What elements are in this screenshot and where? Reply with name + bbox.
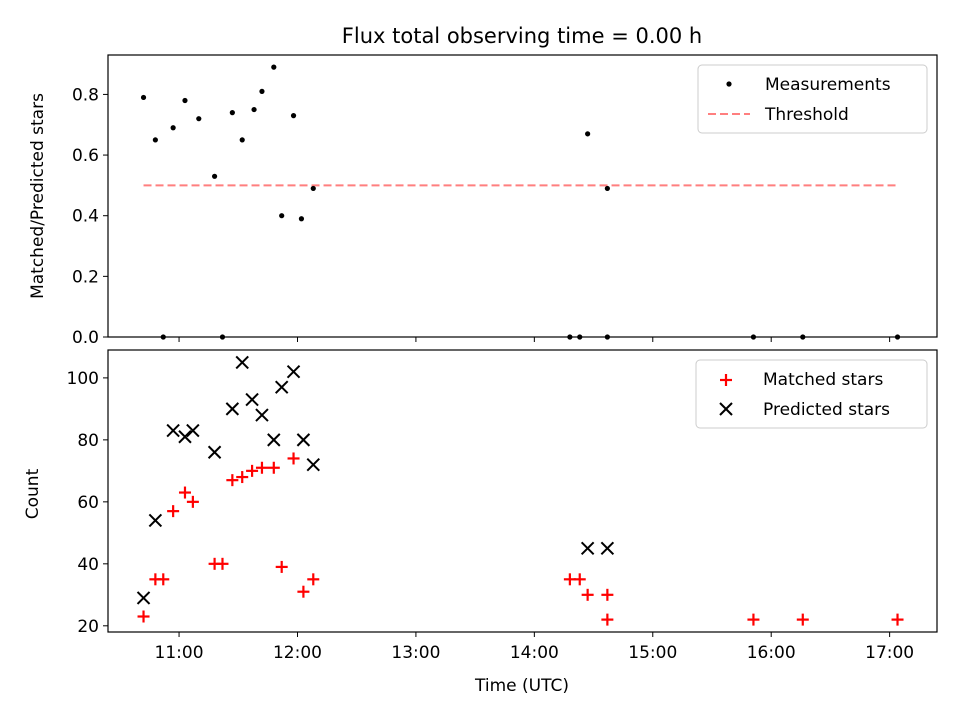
bottom-xtick-label: 17:00 <box>865 643 914 663</box>
bottom-xtick-label: 14:00 <box>510 643 559 663</box>
predicted-star-point <box>207 445 222 459</box>
bottom-axes-frame <box>107 349 938 633</box>
top-ytick-label: 0.2 <box>72 267 99 287</box>
matched-star-point <box>236 471 249 484</box>
top-yticks: 0.0 0.2 0.4 0.6 0.8 <box>72 85 108 348</box>
bottom-xtick-label: 13:00 <box>391 643 440 663</box>
bottom-ytick-label: 20 <box>77 617 99 637</box>
bottom-xtick-label: 11:00 <box>155 643 204 663</box>
matched-star-point <box>891 613 904 626</box>
predicted-star-point <box>186 423 200 438</box>
bottom-xtick-label: 16:00 <box>747 643 796 663</box>
predicted-star-point <box>255 408 269 422</box>
predicted-star-point <box>166 423 180 438</box>
predicted-star-point <box>225 402 240 416</box>
legend-matched-label: Matched stars <box>763 370 883 390</box>
matched-star-point <box>167 505 180 518</box>
bottom-ytick-label: 80 <box>77 431 99 451</box>
bottom-xticks: 11:00 12:00 13:00 14:00 15:00 16:00 17:00 <box>155 632 914 663</box>
measurement-point <box>140 94 147 101</box>
bottom-xlabel: Time (UTC) <box>474 676 569 696</box>
top-axes-frame <box>107 54 938 338</box>
predicted-star-point <box>245 392 259 407</box>
measurement-point <box>196 116 202 122</box>
predicted-star-point <box>136 591 151 605</box>
top-ytick-label: 0.4 <box>72 207 99 227</box>
measurement-point <box>251 106 257 113</box>
top-xticks <box>178 337 891 342</box>
top-ylabel: Matched/Predicted stars <box>28 93 48 299</box>
measurement-point <box>279 213 285 219</box>
predicted-star-point <box>267 433 281 447</box>
predicted-star-point <box>235 355 249 370</box>
predicted-star-point <box>178 430 192 444</box>
measurement-point <box>310 185 316 192</box>
legend-measurements-label: Measurements <box>765 75 891 95</box>
matched-star-point <box>157 573 170 586</box>
measurement-point <box>604 185 610 192</box>
matched-star-point <box>267 461 280 474</box>
matched-star-point <box>226 474 239 487</box>
legend-predicted-marker <box>719 402 733 416</box>
matched-star-point <box>601 588 614 601</box>
measurement-point <box>182 97 188 104</box>
matched-star-point <box>581 588 594 601</box>
matched-star-point <box>137 610 150 623</box>
legend-threshold-label: Threshold <box>764 105 849 125</box>
predicted-star-point <box>148 513 163 528</box>
top-legend: Measurements Threshold <box>697 64 928 134</box>
legend-measurements-marker <box>726 81 732 87</box>
matched-star-point <box>246 464 259 477</box>
top-marks <box>140 64 901 340</box>
legend-matched-marker <box>720 374 732 386</box>
measurement-point <box>211 173 218 179</box>
bottom-legend-box <box>695 359 928 429</box>
measurement-point <box>152 137 158 143</box>
predicted-star-point <box>274 380 289 394</box>
matched-star-point <box>287 452 300 465</box>
predicted-star-point <box>306 457 320 472</box>
bottom-legend: Matched stars Predicted stars <box>695 359 928 429</box>
predicted-star-point <box>580 541 595 556</box>
matched-star-point <box>747 613 760 626</box>
measurement-point <box>290 113 297 119</box>
top-legend-box <box>697 64 928 134</box>
bottom-yticks: 20 40 60 80 100 <box>67 369 108 637</box>
bottom-ylabel: Count <box>23 468 43 519</box>
measurement-point <box>259 88 265 94</box>
bottom-ytick-label: 40 <box>77 555 99 575</box>
matched-star-point <box>178 486 191 499</box>
matched-star-point <box>255 461 268 474</box>
matched-star-point <box>186 495 199 508</box>
figure-title: Flux total observing time = 0.00 h <box>342 24 702 48</box>
measurement-point <box>229 110 235 116</box>
bottom-xtick-label: 12:00 <box>273 643 322 663</box>
measurement-point <box>239 137 245 143</box>
bottom-marks <box>136 355 904 626</box>
top-ytick-label: 0.6 <box>72 146 99 166</box>
bottom-ytick-label: 60 <box>77 493 99 513</box>
legend-predicted-label: Predicted stars <box>763 400 890 420</box>
matched-star-point <box>216 557 229 570</box>
matched-star-point <box>601 613 614 626</box>
top-ytick-label: 0.8 <box>72 85 99 105</box>
top-panel: Matched/Predicted stars 0.00.20.40.60.8 … <box>28 54 938 348</box>
matched-star-point <box>297 585 310 598</box>
bottom-ytick-label: 100 <box>67 369 99 389</box>
measurement-point <box>585 131 591 137</box>
predicted-star-point <box>286 364 301 379</box>
matched-star-point <box>796 613 809 626</box>
matched-star-point <box>307 573 320 586</box>
measurement-point <box>298 216 305 222</box>
matched-star-point <box>573 573 586 586</box>
matched-star-point <box>275 560 288 573</box>
top-ytick-label: 0.0 <box>72 328 99 348</box>
measurement-point <box>170 125 176 131</box>
predicted-star-point <box>296 433 311 447</box>
measurement-point <box>271 64 277 70</box>
predicted-star-point <box>600 541 615 556</box>
bottom-xtick-label: 15:00 <box>628 643 677 663</box>
